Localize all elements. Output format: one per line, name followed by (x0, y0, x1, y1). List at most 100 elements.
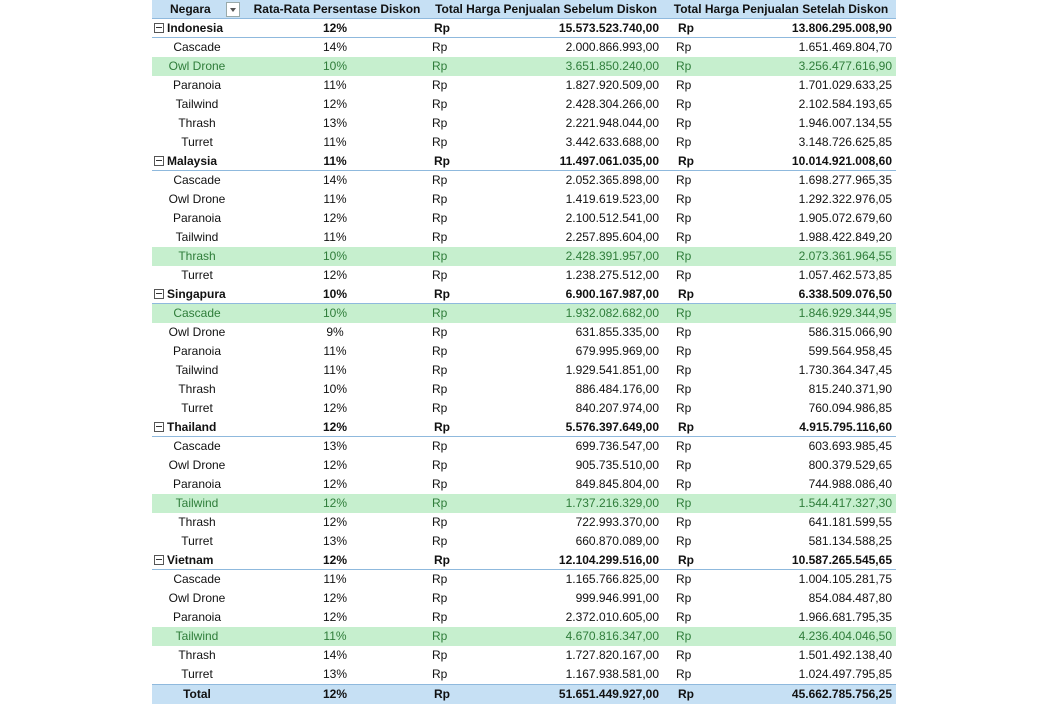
country-name: Malaysia (167, 154, 218, 168)
product-after: 1.651.469.804,70 (798, 40, 892, 54)
product-before: 722.993.370,00 (575, 515, 659, 529)
product-after: 1.057.462.573,85 (798, 268, 892, 282)
product-after: 1.905.072.679,60 (798, 211, 892, 225)
collapse-icon[interactable] (154, 23, 164, 33)
product-before: 1.238.275.512,00 (565, 268, 659, 282)
collapse-icon[interactable] (154, 555, 164, 565)
product-pct: 12% (322, 268, 348, 282)
product-before: 840.207.974,00 (575, 401, 659, 415)
product-pct: 12% (322, 515, 348, 529)
product-name: Turret (181, 135, 213, 149)
product-pct: 11% (323, 629, 347, 643)
country-name-cell: Vietnam (152, 551, 244, 570)
product-before: 999.946.991,00 (575, 591, 659, 605)
product-after: 744.988.086,40 (808, 477, 892, 491)
product-row: Tailwind 11% Rp 4.670.816.347,00 Rp 4.236.404… (152, 627, 896, 646)
product-name: Tailwind (175, 629, 219, 643)
currency-before: Rp (432, 572, 448, 586)
product-pct: 14% (322, 40, 348, 54)
currency-before: Rp (432, 135, 448, 149)
product-name: Owl Drone (168, 591, 226, 605)
product-after: 581.134.588,25 (808, 534, 892, 548)
country-after: 4.915.795.116,60 (799, 420, 892, 434)
product-before: 631.855.335,00 (575, 325, 659, 339)
collapse-icon[interactable] (154, 156, 164, 166)
product-before: 1.727.820.167,00 (565, 648, 659, 662)
product-row: Cascade 14% Rp 2.000.866.993,00 Rp 1.651.469.… (152, 38, 896, 57)
currency-after: Rp (676, 249, 692, 263)
country-name: Indonesia (167, 21, 224, 35)
product-row: Tailwind 12% Rp 2.428.304.266,00 Rp 2.102.584… (152, 95, 896, 114)
product-pct: 9% (326, 325, 344, 339)
currency-after: Rp (676, 515, 692, 529)
product-before: 1.419.619.523,00 (565, 192, 659, 206)
product-after: 599.564.958,45 (808, 344, 892, 358)
currency-before: Rp (434, 287, 450, 301)
currency-after: Rp (676, 211, 692, 225)
product-name: Owl Drone (168, 59, 226, 73)
currency-before: Rp (432, 230, 448, 244)
product-name: Tailwind (175, 230, 219, 244)
product-row: Cascade 13% Rp 699.736.547,00 Rp 603.693.985,… (152, 437, 896, 456)
product-row: Paranoia 11% Rp 679.995.969,00 Rp 599.564.958… (152, 342, 896, 361)
country-before: 6.900.167.987,00 (565, 287, 659, 301)
product-after: 3.256.477.616,90 (798, 59, 892, 73)
product-before: 886.484.176,00 (575, 382, 659, 396)
product-name: Owl Drone (168, 192, 226, 206)
country-name-cell: Thailand (152, 418, 244, 437)
currency-after: Rp (678, 287, 694, 301)
product-pct: 12% (322, 458, 348, 472)
country-before: 15.573.523.740,00 (558, 21, 659, 35)
product-name: Thrash (178, 648, 216, 662)
product-name: Thrash (178, 515, 216, 529)
product-after: 815.240.371,90 (808, 382, 892, 396)
product-row: Paranoia 12% Rp 2.100.512.541,00 Rp 1.905.072… (152, 209, 896, 228)
product-pct: 12% (322, 401, 348, 415)
product-row: Owl Drone 12% Rp 999.946.991,00 Rp 854.084.48… (152, 589, 896, 608)
country-row: Vietnam 12% Rp 12.104.299.516,00 Rp 10.587.26… (152, 551, 896, 570)
currency-after: Rp (676, 40, 692, 54)
currency-after: Rp (678, 154, 694, 168)
product-row: Paranoia 12% Rp 849.845.804,00 Rp 744.988.086… (152, 475, 896, 494)
product-before: 2.257.895.604,00 (565, 230, 659, 244)
product-before: 1.165.766.825,00 (565, 572, 659, 586)
product-name: Thrash (178, 116, 216, 130)
product-pct: 12% (322, 591, 348, 605)
product-name: Paranoia (172, 211, 222, 225)
currency-after: Rp (676, 59, 692, 73)
product-name: Owl Drone (168, 325, 226, 339)
product-pct: 10% (322, 249, 348, 263)
product-after: 4.236.404.046,50 (798, 629, 892, 643)
currency-after: Rp (676, 344, 692, 358)
product-pct: 13% (322, 439, 348, 453)
product-name: Paranoia (172, 610, 222, 624)
currency-after: Rp (676, 477, 692, 491)
currency-before: Rp (432, 629, 448, 643)
currency-after: Rp (676, 496, 692, 510)
product-name: Turret (181, 667, 213, 681)
currency-before: Rp (432, 268, 448, 282)
product-before: 679.995.969,00 (575, 344, 659, 358)
collapse-icon[interactable] (154, 422, 164, 432)
currency-before: Rp (432, 610, 448, 624)
currency-before: Rp (432, 40, 448, 54)
collapse-icon[interactable] (154, 289, 164, 299)
product-name: Owl Drone (168, 458, 226, 472)
product-after: 641.181.599,55 (808, 515, 892, 529)
currency-after: Rp (676, 306, 692, 320)
currency-after: Rp (676, 363, 692, 377)
product-before: 2.100.512.541,00 (565, 211, 659, 225)
product-name: Turret (181, 534, 213, 548)
product-row: Turret 12% Rp 1.238.275.512,00 Rp 1.057.462.5… (152, 266, 896, 285)
product-pct: 14% (322, 173, 348, 187)
product-before: 849.845.804,00 (575, 477, 659, 491)
country-name: Singapura (167, 287, 226, 301)
country-row: Thailand 12% Rp 5.576.397.649,00 Rp 4.915.795… (152, 418, 896, 437)
currency-after: Rp (676, 591, 692, 605)
product-after: 1.966.681.795,35 (798, 610, 892, 624)
currency-before: Rp (432, 211, 448, 225)
header-total-before: Total Harga Penjualan Sebelum Diskon (435, 2, 657, 16)
country-pct: 12% (322, 21, 348, 35)
product-name: Paranoia (172, 477, 222, 491)
filter-dropdown-icon[interactable] (226, 2, 240, 17)
